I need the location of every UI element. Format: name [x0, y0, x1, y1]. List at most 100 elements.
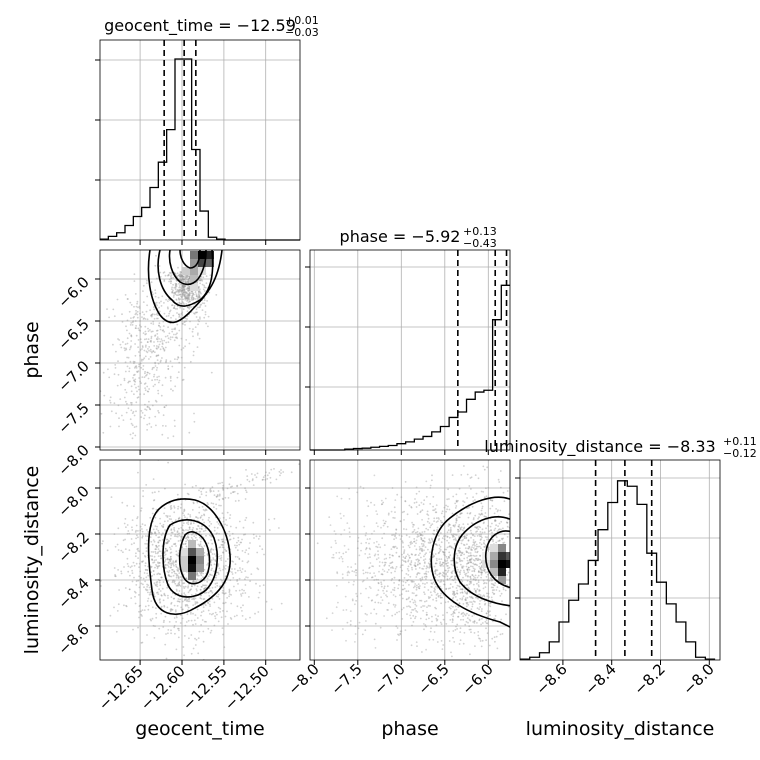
scatter-point — [231, 485, 234, 488]
scatter-point — [448, 556, 450, 558]
scatter-point — [182, 294, 185, 296]
scatter-point — [175, 280, 178, 282]
scatter-point — [451, 534, 454, 537]
scatter-point — [423, 540, 426, 543]
scatter-point — [249, 542, 251, 544]
scatter-point — [186, 522, 188, 524]
scatter-point — [466, 584, 469, 587]
scatter-point — [357, 540, 359, 543]
scatter-point — [160, 305, 163, 307]
scatter-point — [449, 531, 452, 534]
scatter-point — [209, 534, 211, 537]
scatter-point — [448, 551, 451, 554]
scatter-point — [117, 603, 120, 606]
scatter-point — [141, 348, 143, 350]
scatter-point — [459, 571, 461, 574]
scatter-point — [170, 504, 173, 507]
scatter-point — [459, 639, 462, 642]
scatter-point — [446, 539, 448, 542]
scatter-point — [448, 640, 451, 642]
scatter-point — [165, 341, 168, 344]
scatter-point — [434, 570, 436, 572]
scatter-point — [484, 536, 487, 538]
scatter-point — [222, 586, 225, 589]
scatter-point — [170, 603, 173, 605]
scatter-point — [410, 553, 413, 555]
scatter-point — [394, 570, 396, 573]
scatter-point — [451, 621, 454, 623]
scatter-point — [162, 272, 165, 274]
scatter-point — [239, 567, 241, 569]
scatter-point — [491, 637, 494, 640]
scatter-point — [394, 535, 396, 538]
scatter-point — [471, 544, 474, 546]
scatter-point — [497, 478, 500, 481]
scatter-point — [461, 588, 463, 590]
hist-line-geocent — [100, 58, 300, 241]
scatter-point — [197, 296, 200, 299]
scatter-point — [468, 583, 471, 585]
scatter-point — [425, 575, 427, 578]
scatter-point — [236, 614, 238, 617]
scatter-point — [182, 347, 185, 349]
scatter-point — [187, 585, 190, 588]
scatter-point — [187, 278, 190, 281]
scatter-point — [393, 589, 396, 592]
scatter-point — [406, 605, 408, 608]
scatter-point — [202, 630, 205, 633]
scatter-point — [137, 547, 140, 550]
scatter-point — [462, 538, 464, 541]
scatter-point — [158, 411, 160, 414]
scatter-point — [190, 292, 193, 295]
scatter-point — [146, 318, 149, 321]
scatter-point — [397, 583, 400, 586]
scatter-point — [471, 505, 474, 508]
scatter-point — [109, 614, 112, 617]
scatter-point — [195, 528, 198, 530]
scatter-point — [452, 630, 455, 632]
scatter-point — [208, 600, 211, 603]
scatter-point — [486, 622, 489, 625]
scatter-point — [335, 552, 338, 554]
scatter-point — [154, 525, 157, 528]
scatter-point — [388, 564, 391, 567]
scatter-point — [135, 410, 137, 413]
scatter-point — [173, 570, 176, 573]
scatter-point — [210, 564, 213, 567]
scatter-point — [192, 292, 195, 295]
scatter-point — [177, 598, 180, 600]
scatter-point — [226, 558, 229, 560]
scatter-point — [500, 520, 503, 523]
scatter-point — [202, 606, 205, 609]
scatter-point — [179, 271, 182, 274]
scatter-point — [170, 551, 173, 554]
scatter-point — [200, 572, 203, 574]
scatter-point — [176, 305, 179, 308]
grid-hist-geocent — [100, 40, 300, 240]
scatter-point — [428, 567, 431, 569]
scatter-point — [155, 607, 157, 609]
scatter-point — [425, 570, 428, 573]
scatter-point — [199, 296, 201, 299]
scatter-point — [479, 594, 482, 596]
scatter-point — [417, 572, 420, 574]
scatter-point — [403, 560, 405, 562]
scatter-point — [437, 594, 440, 597]
scatter-point — [145, 344, 147, 347]
scatter-point — [191, 509, 194, 511]
scatter-point — [265, 600, 268, 603]
scatter-point — [148, 586, 151, 589]
scatter-point — [456, 589, 459, 592]
scatter-point — [148, 372, 151, 375]
scatter-point — [278, 527, 280, 529]
scatter-point — [159, 328, 162, 331]
scatter-point — [160, 594, 163, 597]
scatter-point — [495, 635, 498, 638]
scatter-point — [158, 265, 161, 267]
scatter-point — [126, 298, 129, 300]
scatter-point — [137, 557, 140, 559]
scatter-point — [463, 544, 466, 546]
scatter-point — [484, 620, 487, 623]
scatter-point — [202, 508, 205, 511]
scatter-point — [170, 558, 173, 561]
